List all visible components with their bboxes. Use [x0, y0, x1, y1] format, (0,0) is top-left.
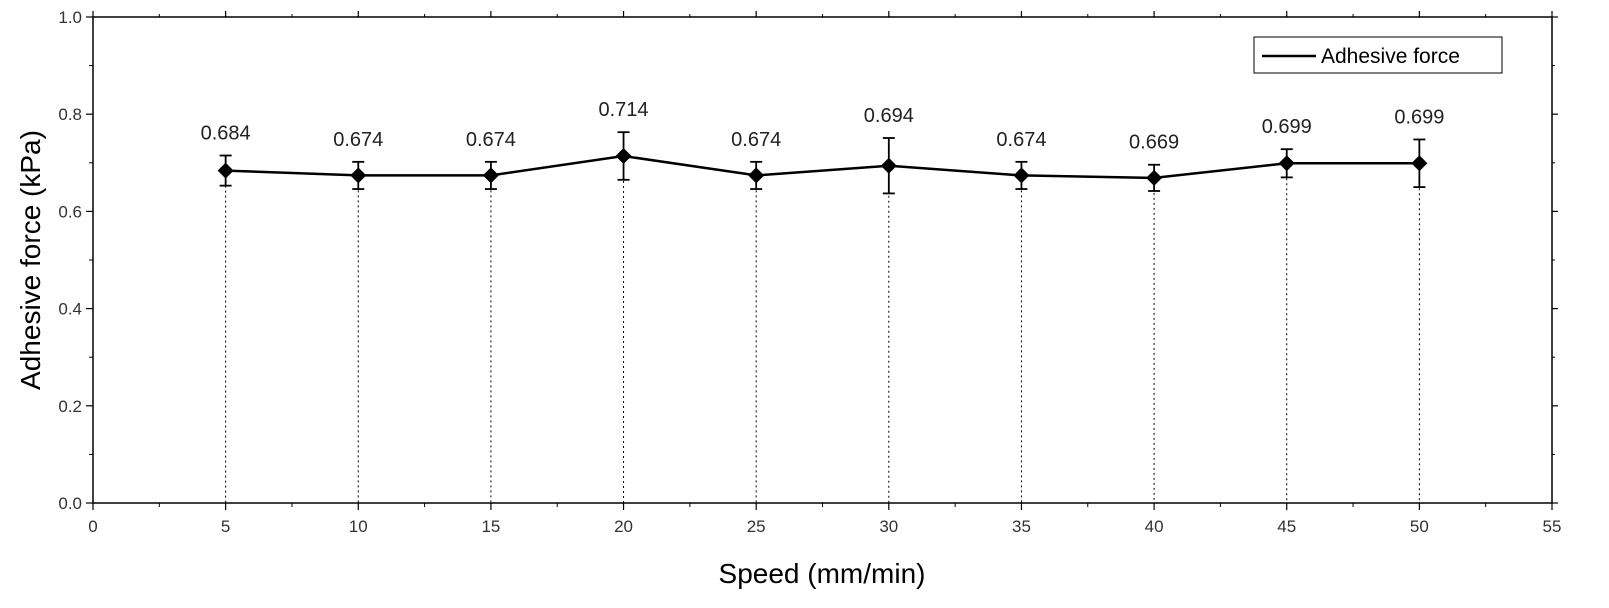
x-tick-label: 30: [879, 517, 898, 536]
data-label: 0.669: [1129, 132, 1179, 154]
data-label: 0.684: [201, 123, 251, 145]
x-tick-label: 15: [481, 517, 500, 536]
data-labels-layer: 0.684 0.674 0.674 0.714 0.674 0.694 0.674 0.669…: [201, 99, 1445, 154]
data-label: 0.674: [731, 129, 781, 151]
series-line: [225, 154, 1420, 180]
x-tick-label: 20: [614, 517, 633, 536]
data-point-marker: [350, 167, 367, 184]
y-tick-label: 0.2: [58, 397, 82, 416]
data-point-marker: [1013, 167, 1030, 184]
x-tick-label: 40: [1145, 517, 1164, 536]
data-point-marker: [615, 147, 632, 164]
y-ticks-layer: 0.0 0.2 0.4 0.6 0.8 1.0: [58, 8, 1558, 513]
data-label: 0.694: [864, 105, 914, 127]
data-point-marker: [1278, 155, 1295, 172]
x-tick-label: 10: [349, 517, 368, 536]
legend-label: Adhesive force: [1321, 45, 1460, 68]
series-layer: [217, 131, 1428, 195]
x-tick-label: 0: [88, 517, 97, 536]
data-point-marker: [880, 157, 897, 174]
drop-lines-layer: [225, 155, 1420, 503]
x-axis-title: Speed (mm/min): [719, 558, 926, 589]
y-tick-label: 0.0: [58, 494, 82, 513]
plot-frame: [92, 16, 1553, 504]
data-label: 0.699: [1394, 106, 1444, 128]
data-label: 0.674: [333, 129, 383, 151]
y-tick-label: 0.4: [58, 300, 82, 319]
x-tick-label: 45: [1277, 517, 1296, 536]
data-label: 0.714: [599, 99, 649, 121]
x-tick-label: 55: [1543, 517, 1562, 536]
x-tick-label: 5: [221, 517, 230, 536]
y-axis-title: Adhesive force (kPa): [15, 130, 46, 390]
axes-layer: [92, 16, 1553, 504]
x-ticks-layer: 0 5 10 15 20 25 30 35 40 45 50 55: [88, 11, 1561, 536]
x-tick-label: 35: [1012, 517, 1031, 536]
data-point-marker: [1411, 155, 1428, 172]
data-point-marker: [748, 167, 765, 184]
data-label: 0.674: [996, 129, 1046, 151]
x-tick-label: 50: [1410, 517, 1429, 536]
legend: Adhesive force: [1253, 36, 1503, 74]
data-point-marker: [482, 167, 499, 184]
data-point-marker: [1146, 169, 1163, 186]
data-point-marker: [217, 162, 234, 179]
y-tick-label: 1.0: [58, 8, 82, 27]
x-tick-label: 25: [747, 517, 766, 536]
y-tick-label: 0.6: [58, 202, 82, 221]
y-tick-label: 0.8: [58, 105, 82, 124]
data-label: 0.674: [466, 129, 516, 151]
data-label: 0.699: [1262, 116, 1312, 138]
